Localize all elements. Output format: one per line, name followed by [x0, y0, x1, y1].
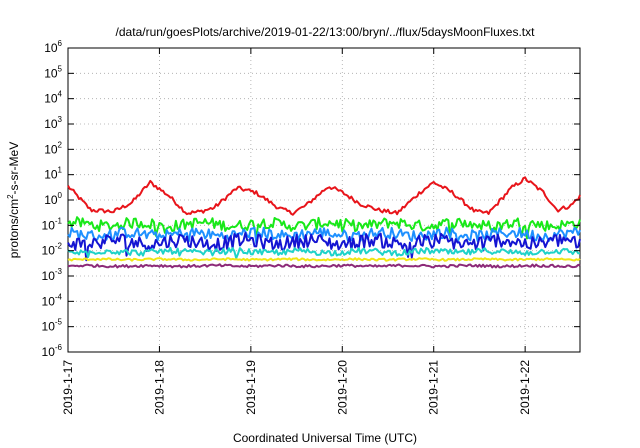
y-tick-label: 10-2	[42, 242, 63, 258]
y-tick-label: 104	[44, 90, 62, 106]
x-tick-label: 2019-1-20	[335, 360, 349, 415]
grid	[68, 48, 580, 352]
x-axis-ticks: 2019-1-17 2019-1-18 2019-1-19 2019-1-20 2019…	[61, 48, 532, 415]
series-line	[67, 263, 581, 269]
y-tick-label: 10-1	[42, 216, 63, 232]
y-tick-label: 106	[44, 39, 62, 55]
chart-title: /data/run/goesPlots/archive/2019-01-22/1…	[116, 25, 536, 39]
x-tick-label: 2019-1-19	[244, 360, 258, 415]
y-axis-ticks: 10-6 10-5 10-4 10-3 10-2 10-1 100 101 102 103 104 1…	[42, 39, 580, 359]
x-tick-label: 2019-1-22	[518, 360, 532, 415]
y-tick-label: 10-3	[42, 267, 63, 283]
y-axis-label: protons/cm2-s-sr-MeV	[6, 142, 21, 258]
y-tick-label: 105	[44, 64, 62, 80]
x-tick-label: 2019-1-21	[427, 360, 441, 415]
x-tick-label: 2019-1-17	[61, 360, 75, 415]
series-layer	[67, 176, 581, 269]
y-tick-label: 101	[44, 166, 62, 182]
y-tick-label: 100	[44, 191, 62, 207]
x-axis-label: Coordinated Universal Time (UTC)	[233, 431, 417, 445]
series-line	[67, 231, 581, 262]
y-tick-label: 103	[44, 115, 62, 131]
series-line	[67, 257, 581, 262]
y-tick-label: 10-6	[42, 343, 63, 359]
series-line	[67, 226, 581, 245]
y-tick-label: 10-5	[42, 318, 63, 334]
series-line	[67, 246, 581, 260]
y-tick-label: 102	[44, 140, 62, 156]
series-line	[67, 216, 581, 240]
series-line	[67, 176, 581, 216]
x-tick-label: 2019-1-18	[152, 360, 166, 415]
y-tick-label: 10-4	[42, 292, 63, 308]
